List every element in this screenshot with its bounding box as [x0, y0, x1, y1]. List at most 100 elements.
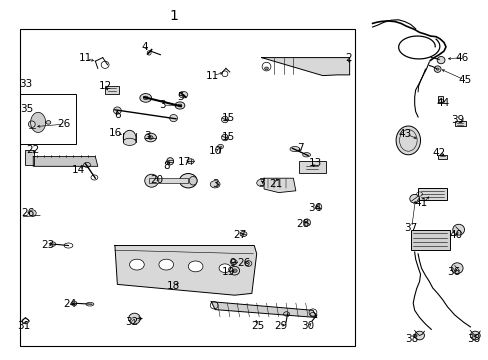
Text: 39: 39 [450, 114, 464, 125]
Ellipse shape [144, 133, 156, 142]
Ellipse shape [303, 219, 310, 226]
Ellipse shape [178, 104, 182, 107]
Ellipse shape [240, 231, 246, 237]
Ellipse shape [221, 116, 228, 123]
Ellipse shape [179, 91, 187, 98]
Ellipse shape [29, 210, 36, 216]
Polygon shape [264, 178, 295, 193]
Text: 34: 34 [307, 203, 321, 213]
Bar [104, 86, 119, 94]
Ellipse shape [217, 144, 223, 149]
Text: 38: 38 [466, 334, 479, 344]
Ellipse shape [123, 138, 136, 145]
Ellipse shape [229, 266, 239, 275]
Text: 38: 38 [404, 334, 418, 344]
Text: 45: 45 [457, 75, 471, 85]
Ellipse shape [169, 114, 177, 122]
Text: 27: 27 [232, 230, 246, 240]
Ellipse shape [210, 181, 220, 188]
Bar [410, 230, 449, 250]
Ellipse shape [452, 224, 464, 235]
Ellipse shape [219, 264, 230, 273]
Ellipse shape [166, 158, 173, 165]
Text: 23: 23 [41, 240, 55, 250]
Ellipse shape [189, 176, 197, 185]
Polygon shape [211, 302, 316, 318]
Polygon shape [395, 126, 420, 155]
Bar [25, 150, 34, 165]
Ellipse shape [409, 194, 419, 203]
Ellipse shape [175, 102, 184, 109]
Polygon shape [115, 246, 256, 295]
Text: 11: 11 [205, 71, 219, 81]
Ellipse shape [450, 263, 462, 274]
Text: 12: 12 [98, 81, 112, 91]
Ellipse shape [148, 136, 153, 139]
Text: 41: 41 [414, 198, 427, 208]
Ellipse shape [221, 134, 228, 141]
Ellipse shape [113, 107, 121, 114]
Ellipse shape [256, 179, 266, 186]
Text: 46: 46 [454, 53, 468, 63]
Ellipse shape [315, 203, 321, 211]
Bar [454, 121, 465, 126]
Text: 13: 13 [308, 158, 322, 168]
Polygon shape [31, 112, 45, 132]
Text: 15: 15 [222, 132, 235, 142]
Text: 33: 33 [19, 78, 32, 89]
Text: 24: 24 [62, 299, 76, 309]
Ellipse shape [187, 159, 194, 164]
Text: 22: 22 [26, 145, 40, 156]
Text: 11: 11 [79, 53, 92, 63]
Text: 29: 29 [274, 321, 287, 331]
Text: 10: 10 [208, 146, 221, 156]
Text: 15: 15 [222, 113, 235, 123]
Text: 28: 28 [296, 219, 309, 229]
Text: 14: 14 [71, 165, 85, 175]
Ellipse shape [436, 57, 444, 64]
Text: 19: 19 [222, 267, 235, 277]
Text: 26: 26 [236, 258, 250, 268]
Text: 26: 26 [21, 208, 35, 218]
Ellipse shape [232, 269, 237, 273]
Text: 31: 31 [17, 321, 30, 331]
Text: 8: 8 [163, 161, 169, 171]
Text: 36: 36 [446, 267, 460, 277]
Text: 6: 6 [114, 110, 121, 120]
Polygon shape [261, 58, 349, 76]
Text: 16: 16 [109, 128, 122, 138]
Text: 26: 26 [57, 119, 70, 129]
Ellipse shape [414, 331, 424, 340]
Ellipse shape [28, 121, 35, 127]
Text: 3: 3 [258, 178, 264, 188]
Text: 40: 40 [448, 230, 461, 240]
Text: 43: 43 [397, 129, 411, 139]
Text: 18: 18 [166, 281, 180, 291]
Ellipse shape [129, 259, 144, 270]
Polygon shape [33, 157, 98, 166]
Text: 21: 21 [269, 179, 283, 189]
Ellipse shape [143, 96, 148, 100]
Text: 32: 32 [125, 317, 139, 327]
Text: 9: 9 [228, 258, 235, 268]
Ellipse shape [123, 130, 136, 145]
Ellipse shape [230, 260, 237, 265]
Text: 42: 42 [431, 148, 445, 158]
Ellipse shape [289, 147, 299, 152]
Text: 3: 3 [211, 179, 218, 189]
Text: 20: 20 [150, 175, 163, 185]
Ellipse shape [144, 174, 158, 187]
Ellipse shape [244, 261, 251, 266]
Bar [437, 155, 446, 159]
Bar [299, 161, 325, 173]
Text: 37: 37 [403, 222, 417, 233]
Ellipse shape [128, 313, 140, 324]
Ellipse shape [188, 261, 203, 272]
Bar [437, 96, 442, 102]
Text: 30: 30 [301, 321, 314, 331]
Bar [20, 29, 354, 346]
Text: 17: 17 [178, 157, 191, 167]
Text: 2: 2 [344, 53, 351, 63]
Text: 3: 3 [144, 131, 151, 141]
Text: 1: 1 [169, 9, 178, 23]
